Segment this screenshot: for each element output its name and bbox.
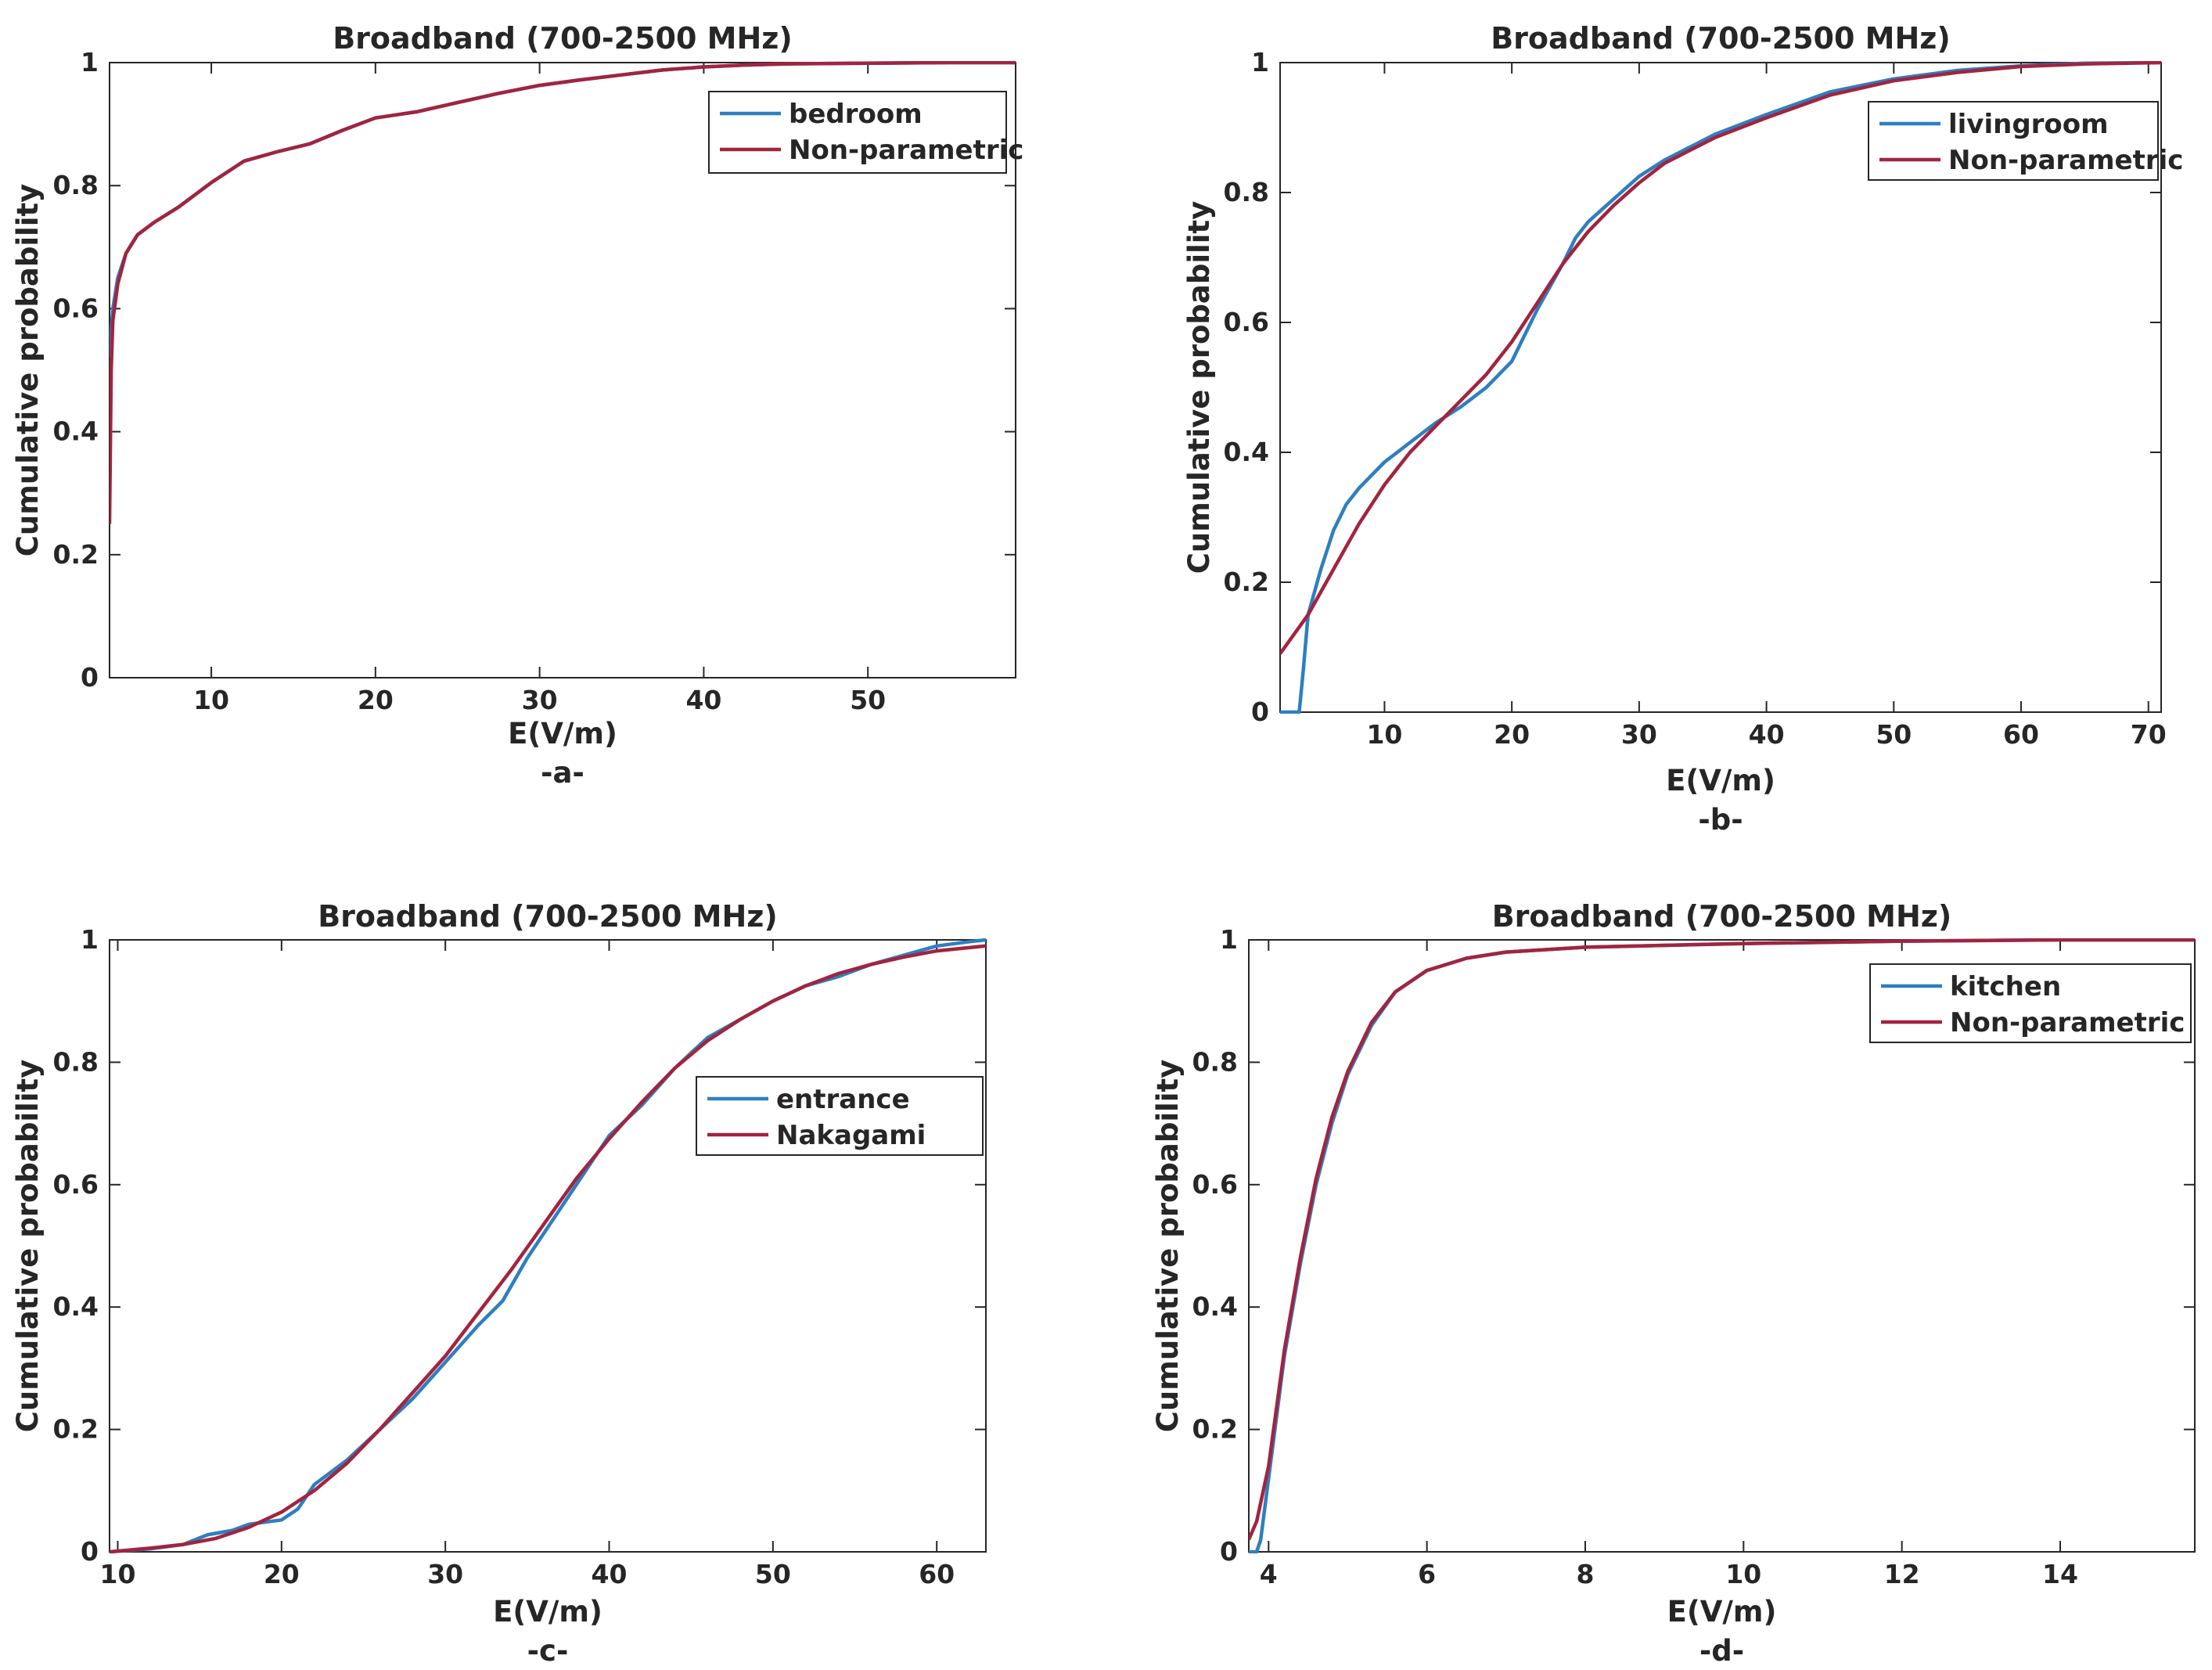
legend-label: Nakagami (776, 1120, 926, 1151)
y-tick-label: 0.6 (1192, 1169, 1238, 1200)
chart-panel-a: Broadband (700-2500 MHz) 10 20 30 40 50 0 0.2 0.… (11, 21, 1023, 790)
x-tick-label: 8 (1576, 1559, 1594, 1589)
legend-label: Non-parametric (789, 135, 1023, 166)
x-axis-label: E(V/m) (1666, 764, 1775, 797)
chart-title: Broadband (700-2500 MHz) (1492, 899, 1952, 934)
x-tick-label: 50 (1876, 719, 1912, 750)
legend-label: bedroom (789, 99, 923, 130)
y-tick-label: 0.8 (1192, 1046, 1238, 1077)
y-tick-label: 0.2 (53, 539, 99, 570)
x-tick-label: 60 (919, 1559, 955, 1589)
chart-panel-c: Broadband (700-2500 MHz) 10 20 30 40 50 60 0 0.2… (11, 899, 987, 1668)
x-tick-label: 20 (264, 1559, 300, 1589)
y-tick-label: 0.2 (53, 1414, 99, 1445)
y-tick-label: 1 (81, 47, 99, 77)
legend-label: entrance (776, 1084, 910, 1115)
legend-box (1869, 963, 2192, 1043)
y-tick-label: 0 (81, 662, 99, 693)
x-tick-label: 50 (850, 685, 886, 715)
legend-box (708, 91, 1007, 174)
y-axis-label: Cumulative probability (11, 184, 45, 556)
legend: kitchen Non-parametric (1869, 963, 2192, 1043)
y-axis-label: Cumulative probability (1151, 1060, 1185, 1432)
x-tick-label: 10 (1366, 719, 1402, 750)
legend-label: Non-parametric (1950, 1007, 2185, 1038)
y-tick-label: 0.6 (1224, 307, 1269, 337)
x-axis-label: E(V/m) (508, 717, 617, 750)
chart-title: Broadband (700-2500 MHz) (1491, 21, 1951, 56)
x-tick-label: 50 (755, 1559, 791, 1589)
panel-caption: -a- (541, 756, 584, 790)
legend: livingroom Non-parametric (1868, 101, 2183, 181)
chart-panel-d: Broadband (700-2500 MHz) 4 6 8 10 12 14 0 0.2 0.4… (1151, 899, 2196, 1668)
y-tick-label: 0.2 (1192, 1414, 1238, 1445)
y-tick-label: 1 (1251, 47, 1269, 77)
y-tick-label: 0.8 (53, 1046, 99, 1077)
x-tick-label: 30 (1621, 719, 1657, 750)
x-tick-label: 30 (522, 685, 558, 715)
legend-label: livingroom (1948, 109, 2109, 140)
legend-label: Non-parametric (1948, 145, 2183, 176)
x-axis-label: E(V/m) (493, 1595, 602, 1629)
chart-title: Broadband (700-2500 MHz) (318, 899, 778, 934)
y-tick-label: 0.4 (1224, 437, 1269, 467)
y-axis-label: Cumulative probability (1182, 201, 1216, 574)
chart-panel-b: Broadband (700-2500 MHz) 10 20 30 40 50 60 70 0 0… (1182, 21, 2183, 837)
x-tick-label: 60 (2003, 719, 2039, 750)
y-tick-label: 0.8 (53, 170, 99, 200)
series-line-fit (110, 944, 986, 1553)
legend-box (696, 1076, 984, 1156)
x-tick-label: 6 (1418, 1559, 1436, 1589)
y-tick-label: 0 (81, 1536, 99, 1567)
x-tick-label: 40 (592, 1559, 628, 1589)
x-tick-label: 14 (2042, 1559, 2078, 1589)
y-tick-label: 0.6 (53, 1169, 99, 1200)
x-tick-label: 10 (99, 1559, 135, 1589)
y-tick-label: 1 (81, 924, 99, 955)
x-tick-label: 4 (1260, 1559, 1278, 1589)
y-tick-label: 1 (1220, 924, 1238, 955)
axes-box (109, 939, 987, 1553)
x-tick-label: 40 (685, 685, 721, 715)
y-tick-label: 0.4 (53, 416, 99, 447)
x-tick-label: 20 (1494, 719, 1530, 750)
y-tick-label: 0 (1220, 1536, 1238, 1567)
y-tick-label: 0.6 (53, 293, 99, 323)
legend-label: kitchen (1950, 971, 2061, 1002)
x-axis-label: E(V/m) (1667, 1595, 1777, 1629)
chart-title: Broadband (700-2500 MHz) (333, 21, 793, 56)
x-tick-label: 40 (1749, 719, 1785, 750)
y-tick-label: 0.2 (1224, 567, 1269, 597)
series-line-measured (110, 938, 986, 1553)
series-line-fit (1249, 938, 2195, 1541)
series-line-fit (1280, 61, 2161, 655)
legend-box (1868, 101, 2159, 181)
x-tick-label: 10 (1725, 1559, 1761, 1589)
y-tick-label: 0.4 (53, 1291, 99, 1322)
legend: bedroom Non-parametric (708, 91, 1023, 174)
x-tick-label: 20 (358, 685, 394, 715)
panel-caption: -d- (1699, 1634, 1744, 1668)
y-tick-label: 0.4 (1192, 1291, 1238, 1322)
x-tick-label: 12 (1884, 1559, 1920, 1589)
x-tick-label: 10 (193, 685, 229, 715)
x-tick-label: 30 (427, 1559, 463, 1589)
y-tick-label: 0.8 (1224, 177, 1269, 207)
x-tick-label: 70 (2131, 719, 2167, 750)
y-axis-label: Cumulative probability (11, 1060, 45, 1432)
legend: entrance Nakagami (696, 1076, 984, 1156)
panel-caption: -c- (527, 1634, 569, 1668)
panel-caption: -b- (1698, 803, 1743, 837)
y-tick-label: 0 (1251, 696, 1269, 727)
series-line-fit (110, 61, 1016, 524)
